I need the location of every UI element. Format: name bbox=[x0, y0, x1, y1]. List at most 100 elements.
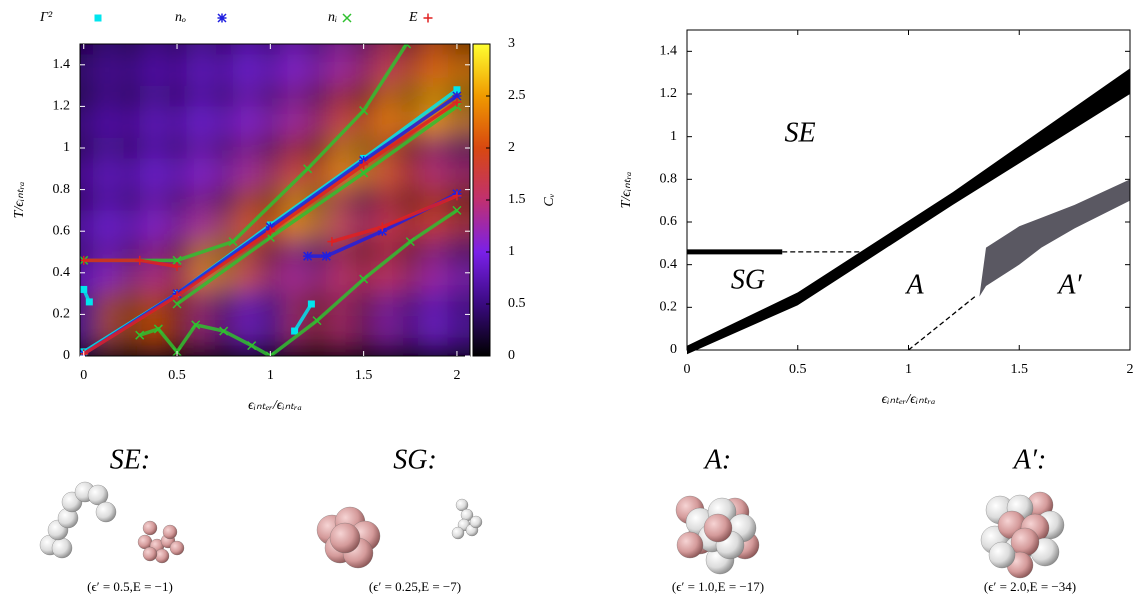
x-tick-label: 1 bbox=[267, 368, 274, 383]
atom bbox=[455, 498, 469, 512]
plot-frame bbox=[686, 29, 1131, 351]
marker bbox=[219, 326, 229, 336]
x-tick-label: 0 bbox=[684, 362, 691, 377]
region bbox=[979, 179, 1130, 297]
y-tick-label: 0 bbox=[63, 348, 70, 363]
marker bbox=[191, 320, 201, 330]
snapshot-label: A′: bbox=[1012, 444, 1047, 475]
atom bbox=[154, 548, 170, 564]
series-line bbox=[83, 44, 458, 356]
marker bbox=[217, 13, 227, 23]
legend-label: Γ² bbox=[39, 10, 53, 25]
marker bbox=[94, 14, 102, 22]
marker bbox=[80, 255, 89, 265]
marker bbox=[265, 226, 275, 236]
marker bbox=[172, 291, 182, 301]
atom bbox=[142, 546, 158, 562]
marker bbox=[405, 237, 415, 247]
atom bbox=[469, 515, 483, 529]
marker bbox=[172, 299, 182, 309]
colorbar-tick-label: 0.5 bbox=[508, 296, 526, 311]
plot-frame bbox=[79, 43, 471, 357]
marker bbox=[80, 285, 88, 293]
marker bbox=[153, 324, 163, 334]
marker bbox=[303, 251, 313, 261]
colorbar-tick-label: 1.5 bbox=[508, 192, 526, 207]
snapshot-label: SE: bbox=[110, 444, 150, 475]
heatmap-cells bbox=[80, 44, 470, 356]
x-axis-label: ϵᵢₙₜₑᵣ/ϵᵢₙₜᵣₐ bbox=[248, 398, 302, 413]
region-label: SE bbox=[784, 117, 815, 148]
atom bbox=[162, 524, 178, 540]
x-tick-label: 0.5 bbox=[168, 368, 186, 383]
snapshot-caption: (ϵ′ = 0.25,E = −7) bbox=[369, 579, 461, 594]
marker bbox=[228, 237, 238, 247]
marker bbox=[303, 164, 313, 174]
marker bbox=[342, 13, 352, 23]
y-tick-label: 1 bbox=[63, 140, 70, 155]
atom bbox=[703, 513, 733, 543]
colorbar-tick-label: 1 bbox=[508, 244, 515, 259]
x-tick-label: 1.5 bbox=[1011, 362, 1029, 377]
y-tick-label: 0.2 bbox=[53, 307, 71, 322]
marker bbox=[135, 255, 145, 265]
y-tick-label: 1.4 bbox=[53, 57, 71, 72]
region-label: SG bbox=[731, 264, 765, 295]
heatmap-cell bbox=[419, 44, 470, 86]
atom bbox=[51, 537, 73, 559]
series bbox=[80, 44, 462, 356]
atom bbox=[676, 531, 704, 559]
marker bbox=[423, 13, 433, 23]
marker bbox=[327, 237, 337, 247]
marker bbox=[452, 205, 462, 215]
marker bbox=[172, 262, 182, 272]
snapshot-caption: (ϵ′ = 0.5,E = −1) bbox=[87, 579, 173, 594]
atom bbox=[329, 522, 361, 554]
colorbar-label: Cᵥ bbox=[542, 193, 557, 206]
marker bbox=[85, 298, 93, 306]
series bbox=[80, 97, 462, 356]
atom bbox=[988, 541, 1016, 569]
marker bbox=[312, 316, 322, 326]
x-tick-label: 2 bbox=[1127, 362, 1134, 377]
snapshot-caption: (ϵ′ = 1.0,E = −17) bbox=[672, 579, 764, 594]
snapshot-label: A: bbox=[703, 444, 731, 475]
x-tick-label: 1 bbox=[905, 362, 912, 377]
marker bbox=[359, 106, 369, 116]
atom bbox=[451, 526, 465, 540]
y-axis-label: T/ϵᵢₙₜᵣₐ bbox=[619, 172, 634, 209]
colorbar-tick-label: 2.5 bbox=[508, 88, 526, 103]
y-tick-label: 0.6 bbox=[53, 223, 71, 238]
atom bbox=[87, 484, 109, 506]
marker bbox=[377, 222, 387, 232]
y-tick-label: 0 bbox=[670, 342, 677, 357]
y-tick-label: 0.4 bbox=[53, 265, 71, 280]
atom bbox=[1010, 527, 1040, 557]
atom bbox=[95, 501, 117, 523]
marker bbox=[321, 251, 331, 261]
x-tick-label: 0 bbox=[80, 368, 87, 383]
marker bbox=[402, 44, 412, 49]
y-tick-label: 1.2 bbox=[53, 99, 71, 114]
heatmap bbox=[80, 44, 470, 356]
marker bbox=[172, 255, 182, 265]
legend-label: nₒ bbox=[175, 10, 186, 25]
x-axis-label: ϵᵢₙₜₑᵣ/ϵᵢₙₜᵣₐ bbox=[882, 392, 936, 407]
marker bbox=[452, 191, 462, 201]
legend-label: nᵢ bbox=[328, 10, 337, 25]
region bbox=[687, 68, 1130, 355]
y-tick-label: 0.8 bbox=[53, 182, 71, 197]
region-label: A bbox=[904, 269, 924, 300]
atom bbox=[142, 520, 158, 536]
region-label: A′ bbox=[1056, 269, 1082, 300]
x-tick-label: 0.5 bbox=[789, 362, 807, 377]
y-axis-label: T/ϵᵢₙₜᵣₐ bbox=[12, 182, 27, 219]
colorbar-tick-label: 3 bbox=[508, 36, 515, 51]
marker bbox=[452, 91, 462, 101]
legend-label: E bbox=[408, 10, 418, 25]
marker bbox=[452, 97, 462, 107]
marker bbox=[453, 86, 461, 94]
marker bbox=[265, 351, 275, 356]
y-tick-label: 0.4 bbox=[660, 257, 678, 272]
boundary-line bbox=[908, 296, 976, 351]
